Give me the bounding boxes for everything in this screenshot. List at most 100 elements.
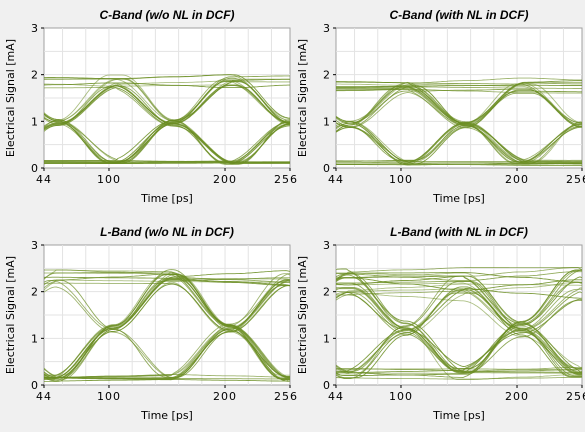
y-tick-label: 0 (31, 162, 38, 175)
eye-trace (336, 88, 582, 163)
eye-trace (336, 122, 582, 165)
eye-trace (336, 268, 582, 373)
eye-trace (336, 291, 582, 374)
y-tick-label: 0 (31, 379, 38, 392)
y-tick-label: 1 (323, 332, 330, 345)
eye-trace (336, 292, 582, 379)
y-axis-label: Electrical Signal [mA] (296, 39, 309, 157)
eye-trace (336, 283, 582, 299)
y-axis-label: Electrical Signal [mA] (296, 256, 309, 374)
eye-trace (44, 78, 290, 164)
eye-trace (336, 266, 582, 282)
eye-trace (336, 90, 582, 165)
x-tick-label: 44 (328, 173, 344, 186)
eye-trace (44, 273, 290, 379)
eye-trace (336, 272, 582, 283)
eye-trace (336, 280, 582, 377)
eye-trace (44, 269, 290, 383)
eye-trace (336, 277, 582, 291)
x-tick-label: 44 (36, 390, 52, 403)
x-tick-label: 44 (328, 390, 344, 403)
x-tick-label: 200 (213, 390, 237, 403)
x-axis-label: Time [ps] (140, 192, 193, 205)
y-axis-label: Electrical Signal [mA] (4, 39, 17, 157)
y-tick-label: 3 (31, 22, 38, 35)
panel-title: L-Band (w/o NL in DCF) (100, 225, 234, 239)
eye-trace (336, 274, 582, 374)
eye-trace (336, 287, 582, 373)
panel-title: C-Band (w/o NL in DCF) (99, 8, 234, 22)
eye-trace (44, 82, 290, 89)
eye-trace (336, 286, 582, 371)
y-tick-label: 1 (31, 332, 38, 345)
eye-trace (44, 277, 290, 379)
y-tick-label: 3 (31, 239, 38, 252)
eye-trace (44, 276, 290, 377)
eye-trace (44, 273, 290, 379)
eye-trace (336, 84, 582, 88)
eye-trace (44, 272, 290, 380)
x-tick-label: 256 (566, 390, 585, 403)
eye-trace (44, 86, 290, 164)
eye-trace (336, 77, 582, 130)
eye-traces (336, 77, 582, 166)
eye-trace (336, 87, 582, 161)
panel-title: L-Band (with NL in DCF) (390, 225, 528, 239)
y-tick-label: 3 (323, 22, 330, 35)
y-axis-label: Electrical Signal [mA] (4, 256, 17, 374)
y-tick-label: 1 (31, 115, 38, 128)
eye-trace (336, 287, 582, 372)
x-tick-label: 256 (274, 173, 298, 186)
eye-trace (44, 280, 290, 378)
x-tick-label: 100 (389, 173, 413, 186)
y-tick-label: 2 (323, 69, 330, 82)
eye-trace (336, 281, 582, 375)
x-tick-label: 100 (389, 390, 413, 403)
eye-trace (336, 282, 582, 376)
y-tick-label: 2 (31, 69, 38, 82)
y-tick-label: 1 (323, 115, 330, 128)
eye-trace (336, 294, 582, 374)
eye-traces (336, 266, 582, 380)
eye-trace (44, 80, 290, 128)
y-tick-label: 2 (31, 286, 38, 299)
x-tick-label: 200 (213, 173, 237, 186)
x-tick-label: 100 (97, 390, 121, 403)
eye-trace (44, 123, 290, 164)
x-tick-label: 200 (505, 173, 529, 186)
eye-traces (44, 74, 290, 165)
eye-trace (336, 89, 582, 162)
eye-trace (336, 269, 582, 378)
eye-trace (336, 80, 582, 163)
x-tick-label: 100 (97, 173, 121, 186)
x-tick-label: 44 (36, 173, 52, 186)
eye-trace (44, 271, 290, 378)
chart-panel-4: 0 1 2 3 44 100 200 256 L-Band (with NL in DCF) Ti… (296, 225, 585, 422)
x-axis-label: Time [ps] (432, 409, 485, 422)
eye-trace (44, 113, 290, 164)
chart-panel-2: 0 1 2 3 44 100 200 256 C-Band (with NL in DCF) Ti… (296, 8, 585, 205)
chart-panel-3: 0 1 2 3 44 100 200 256 L-Band (w/o NL in DCF) Tim… (4, 225, 298, 422)
y-tick-label: 2 (323, 286, 330, 299)
x-axis-label: Time [ps] (432, 192, 485, 205)
y-tick-label: 3 (323, 239, 330, 252)
chart-panel-1: 0 1 2 3 44 100 200 256 C-Band (w/o NL in DCF) Tim… (4, 8, 298, 205)
y-tick-label: 0 (323, 379, 330, 392)
eye-trace (336, 275, 582, 369)
eye-trace (336, 83, 582, 129)
x-tick-label: 200 (505, 390, 529, 403)
eye-trace (336, 373, 582, 380)
panel-title: C-Band (with NL in DCF) (389, 8, 528, 22)
y-tick-label: 0 (323, 162, 330, 175)
eye-traces (44, 269, 290, 383)
x-tick-label: 256 (566, 173, 585, 186)
eye-trace (336, 271, 582, 281)
x-tick-label: 256 (274, 390, 298, 403)
eye-trace (336, 269, 582, 377)
eye-trace (336, 290, 582, 374)
eye-trace (44, 276, 290, 287)
eye-trace (336, 288, 582, 368)
x-axis-label: Time [ps] (140, 409, 193, 422)
eye-trace (44, 85, 290, 165)
